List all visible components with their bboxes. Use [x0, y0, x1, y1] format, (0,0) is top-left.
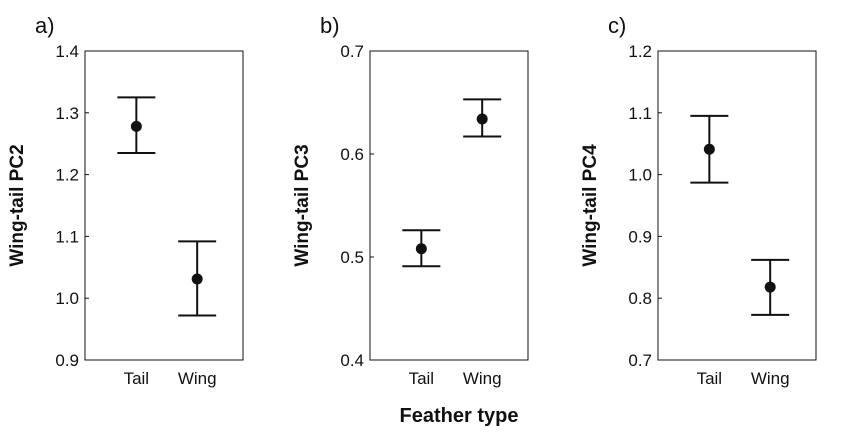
mean-point: [191, 273, 203, 285]
panel-letter: c): [608, 13, 626, 38]
panel-letter: b): [320, 13, 340, 38]
y-tick-label: 0.8: [628, 289, 652, 308]
mean-point: [764, 281, 776, 293]
plot-frame: [369, 50, 529, 361]
y-tick-label: 0.9: [55, 351, 79, 370]
y-tick-label: 0.6: [340, 145, 364, 164]
y-axis-label: Wing-tail PC3: [292, 144, 313, 266]
x-tick-label: Tail: [409, 369, 435, 388]
panel-3: c) 0.7 0.8 0.9 1.0 1.1 1.2 Wing-tail PC4 Tail Win…: [580, 13, 817, 388]
y-tick-label: 1.2: [55, 166, 79, 185]
y-tick-label: 0.7: [340, 42, 364, 61]
plot-frame: [657, 50, 817, 361]
y-axis-label: Wing-tail PC2: [7, 144, 28, 266]
panel-2: b) 0.4 0.5 0.6 0.7 Wing-tail PC3 Tail Wing: [292, 13, 529, 388]
panel-1: a) 0.9 1.0 1.1 1.2 1.3 1.4 Wing-tail PC2 Tail Win…: [7, 13, 244, 388]
y-tick-label: 0.5: [340, 248, 364, 267]
x-tick-label: Wing: [751, 369, 790, 388]
x-tick-label: Wing: [178, 369, 217, 388]
x-tick-label: Wing: [463, 369, 502, 388]
mean-point: [130, 120, 142, 132]
y-tick-label: 1.0: [55, 289, 79, 308]
y-tick-label: 1.0: [628, 166, 652, 185]
mean-point: [476, 113, 488, 125]
y-tick-label: 1.4: [55, 42, 79, 61]
mean-point: [415, 243, 427, 255]
y-tick-label: 0.9: [628, 227, 652, 246]
y-tick-label: 1.1: [628, 104, 652, 123]
plot-frame: [84, 50, 244, 361]
panel-letter: a): [35, 13, 55, 38]
y-axis-label: Wing-tail PC4: [580, 144, 601, 267]
y-tick-label: 1.1: [55, 227, 79, 246]
y-tick-label: 0.4: [340, 351, 364, 370]
x-tick-label: Tail: [124, 369, 150, 388]
mean-point: [703, 143, 715, 155]
x-axis-label: Feather type: [400, 405, 519, 427]
y-tick-label: 1.2: [628, 42, 652, 61]
y-tick-label: 0.7: [628, 351, 652, 370]
panels: a) 0.9 1.0 1.1 1.2 1.3 1.4 Wing-tail PC2 Tail Win…: [7, 13, 817, 388]
x-tick-label: Tail: [697, 369, 723, 388]
y-tick-label: 1.3: [55, 104, 79, 123]
